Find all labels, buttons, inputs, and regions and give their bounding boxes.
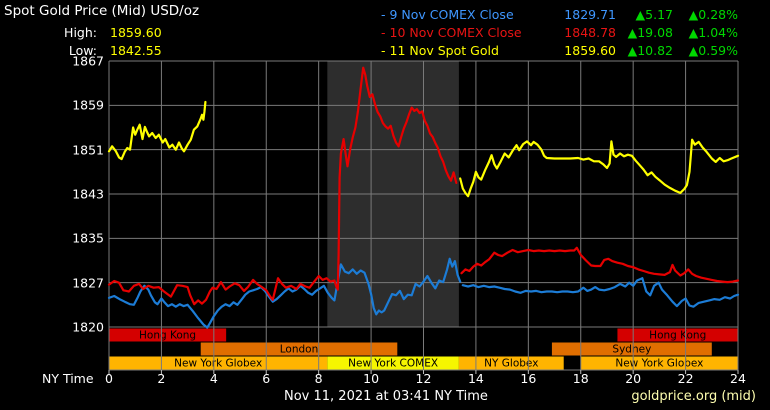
legend-series-change: ▲10.82 (627, 43, 673, 58)
low-value: 1842.55 (110, 43, 162, 58)
legend-series-value: 1848.78 (564, 25, 616, 40)
y-tick-label: 1867 (72, 53, 104, 69)
legend-dash-icon: - (381, 25, 386, 40)
legend-row-9nov: - 9 Nov COMEX Close 1829.71 ▲5.17 ▲0.28% (381, 6, 738, 24)
x-axis-title: NY Time (42, 371, 94, 386)
svg-text:Sydney: Sydney (612, 344, 651, 356)
legend-row-10nov: - 10 Nov COMEX Close 1848.78 ▲19.08 ▲1.0… (381, 24, 738, 42)
x-tick-label: 2 (157, 371, 166, 386)
svg-text:Hong Kong: Hong Kong (649, 330, 706, 342)
high-value: 1859.60 (110, 25, 162, 40)
legend-series-change: ▲19.08 (627, 25, 673, 40)
svg-text:New York Globex: New York Globex (615, 358, 703, 370)
x-tick-label: 24 (730, 371, 746, 386)
y-tick-label: 1859 (72, 97, 104, 113)
x-tick-label: 14 (467, 371, 484, 386)
legend-series-change: ▲5.17 (635, 7, 673, 22)
watermark-link[interactable]: goldprice.org (mid) (631, 389, 756, 404)
x-tick-label: 16 (520, 371, 537, 386)
x-tick-label: 0 (105, 371, 113, 386)
x-tick-label: 12 (415, 371, 432, 386)
svg-text:New York Globex: New York Globex (174, 358, 262, 370)
legend-series-label: 9 Nov COMEX Close (389, 7, 514, 22)
x-tick-label: 20 (625, 371, 642, 386)
x-tick-label: 18 (572, 371, 589, 386)
y-tick-label: 1835 (72, 230, 104, 246)
timestamp: Nov 11, 2021 at 03:41 NY Time (284, 389, 488, 404)
legend-series-value: 1859.60 (564, 43, 616, 58)
x-tick-label: 22 (677, 371, 694, 386)
y-tick-label: 1827 (72, 275, 104, 291)
legend-series-value: 1829.71 (564, 7, 616, 22)
legend-dash-icon: - (381, 7, 386, 22)
y-tick-label: 1843 (72, 186, 104, 202)
svg-text:Hong Kong: Hong Kong (139, 330, 196, 342)
x-tick-label: 10 (363, 371, 380, 386)
legend-series-label: 11 Nov Spot Gold (389, 43, 499, 58)
legend-series-label: 10 Nov COMEX Close (389, 25, 522, 40)
y-tick-label: 1851 (72, 142, 104, 158)
x-tick-label: 6 (262, 371, 271, 386)
high-label: High: (64, 25, 97, 40)
svg-text:New York COMEX: New York COMEX (348, 358, 438, 370)
x-axis-row: NY Time 0 2 4 6 8 10 12 14 16 18 20 22 24 (0, 371, 770, 387)
legend-series-change-pct: ▲1.04% (688, 25, 738, 40)
legend-row-11nov: - 11 Nov Spot Gold 1859.60 ▲10.82 ▲0.59% (381, 42, 738, 60)
legend-series-change-pct: ▲0.59% (688, 43, 738, 58)
page-title: Spot Gold Price (Mid) USD/oz (4, 3, 200, 19)
legend-series-change-pct: ▲0.28% (688, 7, 738, 22)
y-tick-label: 1820 (72, 319, 104, 335)
svg-text:London: London (280, 344, 319, 356)
legend: - 9 Nov COMEX Close 1829.71 ▲5.17 ▲0.28%… (381, 6, 738, 60)
legend-dash-icon: - (381, 43, 386, 58)
x-tick-label: 4 (209, 371, 218, 386)
x-tick-label: 8 (314, 371, 323, 386)
low-label: Low: (68, 43, 97, 58)
svg-text:NY Globex: NY Globex (484, 358, 538, 370)
